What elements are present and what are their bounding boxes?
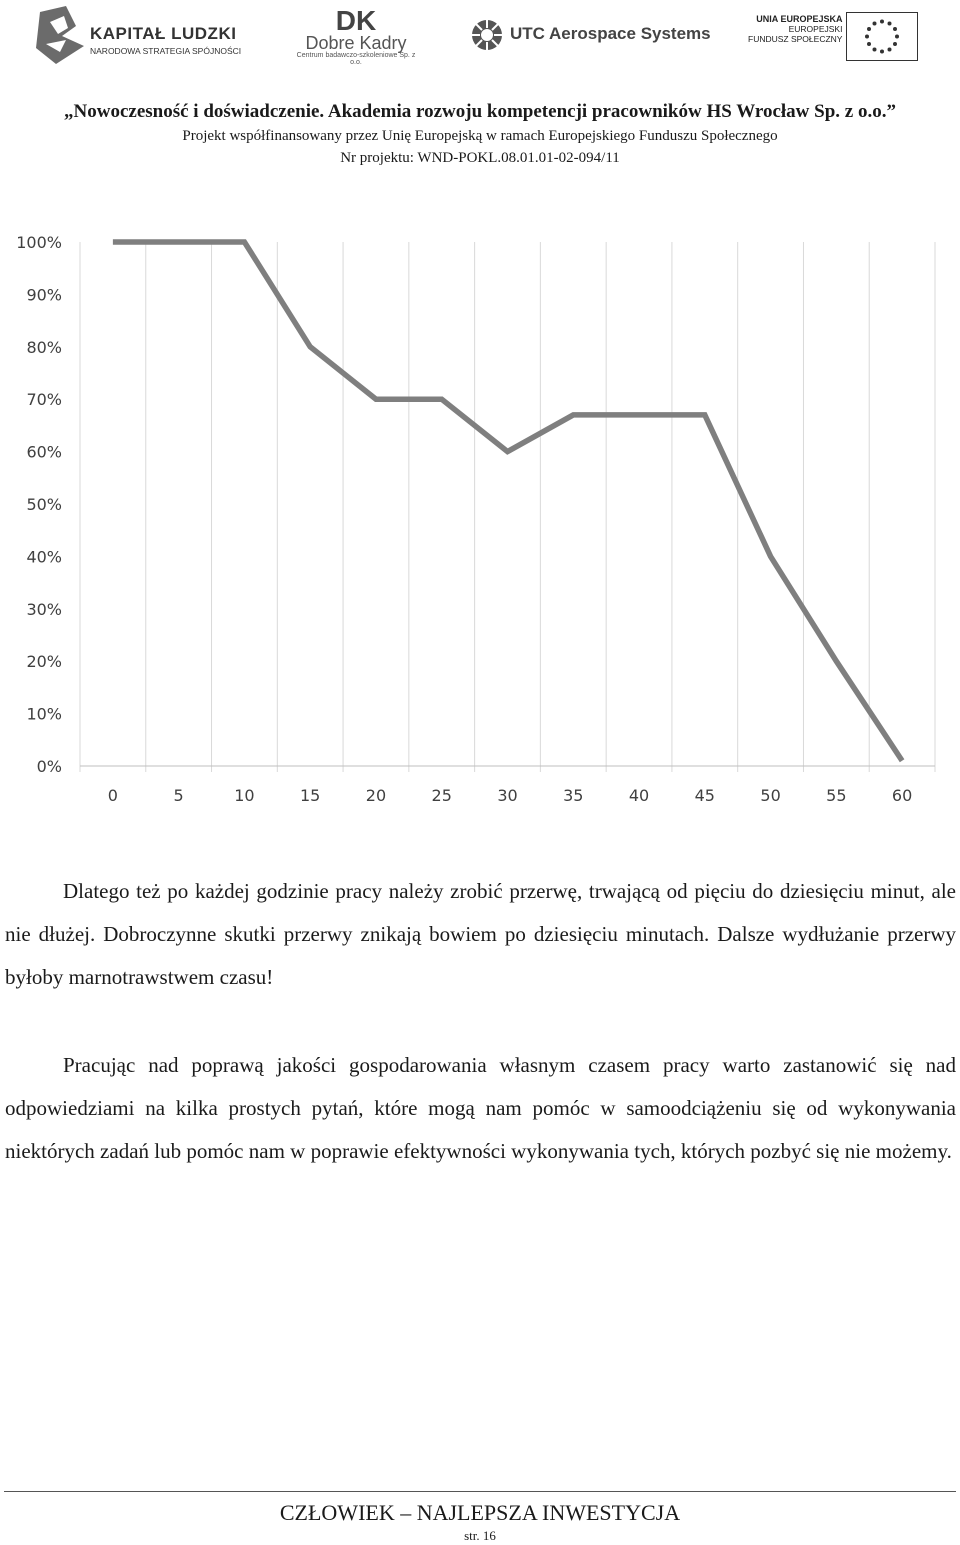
eu-star-icon bbox=[887, 21, 892, 26]
x-tick-label: 55 bbox=[826, 786, 846, 805]
paragraph-1: Dlatego też po każdej godzinie pracy nal… bbox=[5, 870, 956, 999]
ue-line2: EUROPEJSKI bbox=[788, 24, 843, 34]
eu-star-icon bbox=[872, 21, 877, 26]
ue-logo-text: UNIA EUROPEJSKA EUROPEJSKI FUNDUSZ SPOŁE… bbox=[748, 14, 842, 44]
dobre-kadry-logo: DK Dobre Kadry Centrum badawczo-szkoleni… bbox=[296, 5, 416, 67]
x-tick-label: 0 bbox=[108, 786, 118, 805]
document-header: „Nowoczesność i doświadczenie. Akademia … bbox=[0, 99, 960, 169]
x-tick-label: 30 bbox=[497, 786, 517, 805]
page-number: str. 16 bbox=[464, 1528, 496, 1543]
eu-star-icon bbox=[880, 19, 884, 24]
y-tick-label: 10% bbox=[26, 705, 62, 724]
dobre-kadry-subtitle: Centrum badawczo-szkoleniowe Sp. z o.o. bbox=[296, 52, 416, 66]
kapital-ludzki-name: KAPITAŁ LUDZKI bbox=[90, 24, 237, 43]
footer-divider bbox=[4, 1491, 956, 1492]
eu-star-icon bbox=[892, 42, 897, 46]
y-tick-label: 100% bbox=[16, 233, 62, 252]
x-tick-label: 60 bbox=[892, 786, 912, 805]
eu-star-icon bbox=[867, 27, 872, 31]
x-tick-label: 25 bbox=[432, 786, 452, 805]
eu-flag-icon bbox=[846, 12, 918, 61]
x-tick-label: 10 bbox=[234, 786, 254, 805]
project-title: „Nowoczesność i doświadczenie. Akademia … bbox=[64, 101, 896, 122]
utc-logo: UTC Aerospace Systems bbox=[470, 18, 711, 57]
y-tick-label: 50% bbox=[26, 495, 62, 514]
y-tick-label: 30% bbox=[26, 600, 62, 619]
x-tick-label: 45 bbox=[695, 786, 715, 805]
x-tick-label: 15 bbox=[300, 786, 320, 805]
x-tick-label: 40 bbox=[629, 786, 649, 805]
y-tick-label: 70% bbox=[26, 390, 62, 409]
series-line bbox=[112, 239, 905, 763]
paragraph-2: Pracując nad poprawą jakości gospodarowa… bbox=[5, 1044, 956, 1173]
x-tick-label: 35 bbox=[563, 786, 583, 805]
y-tick-label: 20% bbox=[26, 652, 62, 671]
kapital-ludzki-logo: KAPITAŁ LUDZKI NARODOWA STRATEGIA SPÓJNO… bbox=[90, 24, 241, 56]
line-chart: 0% 10% 20% 30% 40% 50% 60% 70% 80% 90% 100% 0 5 10 15 2… bbox=[16, 233, 936, 805]
dobre-kadry-mark: DK bbox=[335, 5, 377, 36]
eu-star-icon bbox=[892, 27, 897, 31]
eu-star-icon bbox=[887, 47, 892, 52]
kapital-ludzki-subtitle: NARODOWA STRATEGIA SPÓJNOŚCI bbox=[90, 46, 242, 56]
eu-star-icon bbox=[867, 42, 872, 46]
eu-star-icon bbox=[880, 49, 884, 54]
x-tick-label: 20 bbox=[366, 786, 386, 805]
y-tick-label: 0% bbox=[37, 757, 62, 776]
footer-title: CZŁOWIEK – NAJLEPSZA INWESTYCJA bbox=[279, 1500, 681, 1525]
dobre-kadry-name: Dobre Kadry bbox=[305, 33, 407, 53]
y-tick-label: 90% bbox=[26, 285, 62, 304]
y-tick-label: 60% bbox=[26, 443, 62, 462]
project-number: Nr projektu: WND-POKL.08.01.01-02-094/11 bbox=[340, 150, 620, 166]
kapital-ludzki-logo-icon bbox=[36, 6, 84, 64]
paragraph-1-text: Dlatego też po każdej godzinie pracy nal… bbox=[5, 879, 956, 989]
x-tick-label: 50 bbox=[760, 786, 780, 805]
paragraph-2-text: Pracując nad poprawą jakości gospodarowa… bbox=[5, 1053, 956, 1163]
y-tick-label: 80% bbox=[26, 338, 62, 357]
x-tick-label: 5 bbox=[174, 786, 184, 805]
y-tick-label: 40% bbox=[26, 547, 62, 566]
eu-star-icon bbox=[872, 47, 877, 52]
cofinancing-note: Projekt współfinansowany przez Unię Euro… bbox=[182, 128, 778, 144]
logo-bar: KAPITAŁ LUDZKI NARODOWA STRATEGIA SPÓJNO… bbox=[0, 0, 960, 80]
eu-star-icon bbox=[865, 34, 869, 39]
utc-name: UTC Aerospace Systems bbox=[510, 24, 711, 43]
ue-line3: FUNDUSZ SPOŁECZNY bbox=[748, 34, 843, 44]
utc-turbine-icon bbox=[472, 20, 502, 50]
ue-line1: UNIA EUROPEJSKA bbox=[756, 14, 843, 24]
eu-star-icon bbox=[895, 34, 899, 39]
